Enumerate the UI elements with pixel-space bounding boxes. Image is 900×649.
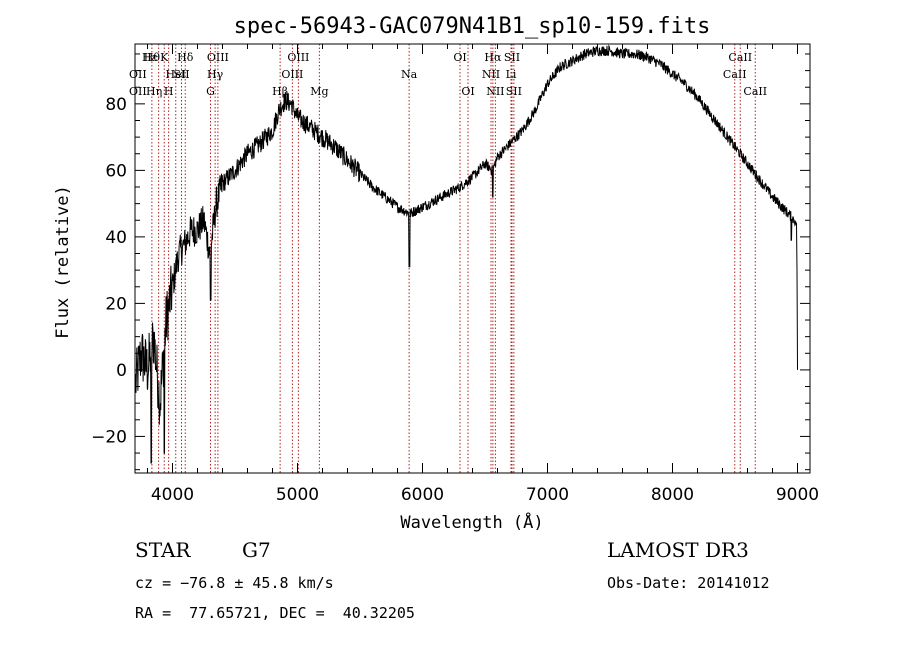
line-label-11: OIII <box>281 68 303 81</box>
line-label-4: HeI <box>166 68 186 81</box>
y-tick-label: 80 <box>105 95 127 115</box>
y-tick-labels: −20 0 20 40 60 80 <box>91 95 127 448</box>
line-label-21: SII <box>504 51 520 64</box>
y-tick-label: 40 <box>105 228 127 248</box>
spectral-line-markers <box>151 44 756 473</box>
overlap-line-label-0: OII <box>129 68 147 81</box>
line-label-13: Mg <box>310 85 328 98</box>
line-label-2: K <box>160 51 169 64</box>
line-label-25: CaII <box>743 85 767 98</box>
line-label-17: NII <box>482 68 500 81</box>
y-tick-label: 0 <box>116 361 127 381</box>
chart-title: spec-56943-GAC079N41B1_sp10-159.fits <box>234 14 711 39</box>
coordinates: RA = 77.65721, DEC = 40.32205 <box>135 604 415 622</box>
x-tick-label: 9000 <box>776 485 819 505</box>
overlap-line-label-2: Hε <box>142 51 158 64</box>
redshift-info: cz = −76.8 ± 45.8 km/s <box>135 574 334 592</box>
line-label-16: OI <box>461 85 474 98</box>
object-class: STAR <box>135 538 191 562</box>
line-label-18: Hα <box>484 51 502 64</box>
y-axis-label: Flux (relative) <box>53 185 73 339</box>
overlap-line-label-1: OII <box>129 85 147 98</box>
x-tick-label: 8000 <box>651 485 694 505</box>
line-label-6: Hδ <box>177 51 194 64</box>
x-tick-label: 5000 <box>276 485 319 505</box>
x-tick-label: 4000 <box>151 485 194 505</box>
line-label-19: NII <box>486 85 504 98</box>
line-label-5: SII <box>173 68 189 81</box>
spectral-line-labels: Hθ KHHeISIIHδGHγOIIIHβOIIIOIIIMgNaOIOINII… <box>129 51 767 98</box>
line-label-14: Na <box>401 68 418 81</box>
line-label-23: CaII <box>723 68 747 81</box>
x-tick-labels: 4000 5000 6000 7000 8000 9000 <box>151 485 819 505</box>
line-label-7: G <box>206 85 215 98</box>
flux-spectrum-line <box>135 44 798 464</box>
x-tick-label: 7000 <box>526 485 569 505</box>
line-label-8: Hγ <box>207 68 224 81</box>
y-tick-label: 60 <box>105 161 127 181</box>
line-label-0: Hθ <box>144 51 161 64</box>
line-label-24: CaII <box>728 51 752 64</box>
axis-ticks <box>135 44 810 473</box>
obs-date: Obs-Date: 20141012 <box>607 574 770 592</box>
line-label-22: SII <box>506 85 522 98</box>
y-tick-label: 20 <box>105 294 127 314</box>
line-label-9: OIII <box>207 51 229 64</box>
subclass: G7 <box>242 538 271 562</box>
line-label-12: OIII <box>287 51 309 64</box>
line-label-15: OI <box>453 51 466 64</box>
survey-name: LAMOST DR3 <box>607 538 749 562</box>
y-tick-label: −20 <box>91 427 127 447</box>
line-label-3: H <box>164 85 174 98</box>
line-label-20: Li <box>506 68 517 81</box>
overlap-line-label-3: Hη <box>146 85 162 98</box>
x-axis-label: Wavelength (Å) <box>400 511 543 533</box>
x-tick-label: 6000 <box>401 485 444 505</box>
